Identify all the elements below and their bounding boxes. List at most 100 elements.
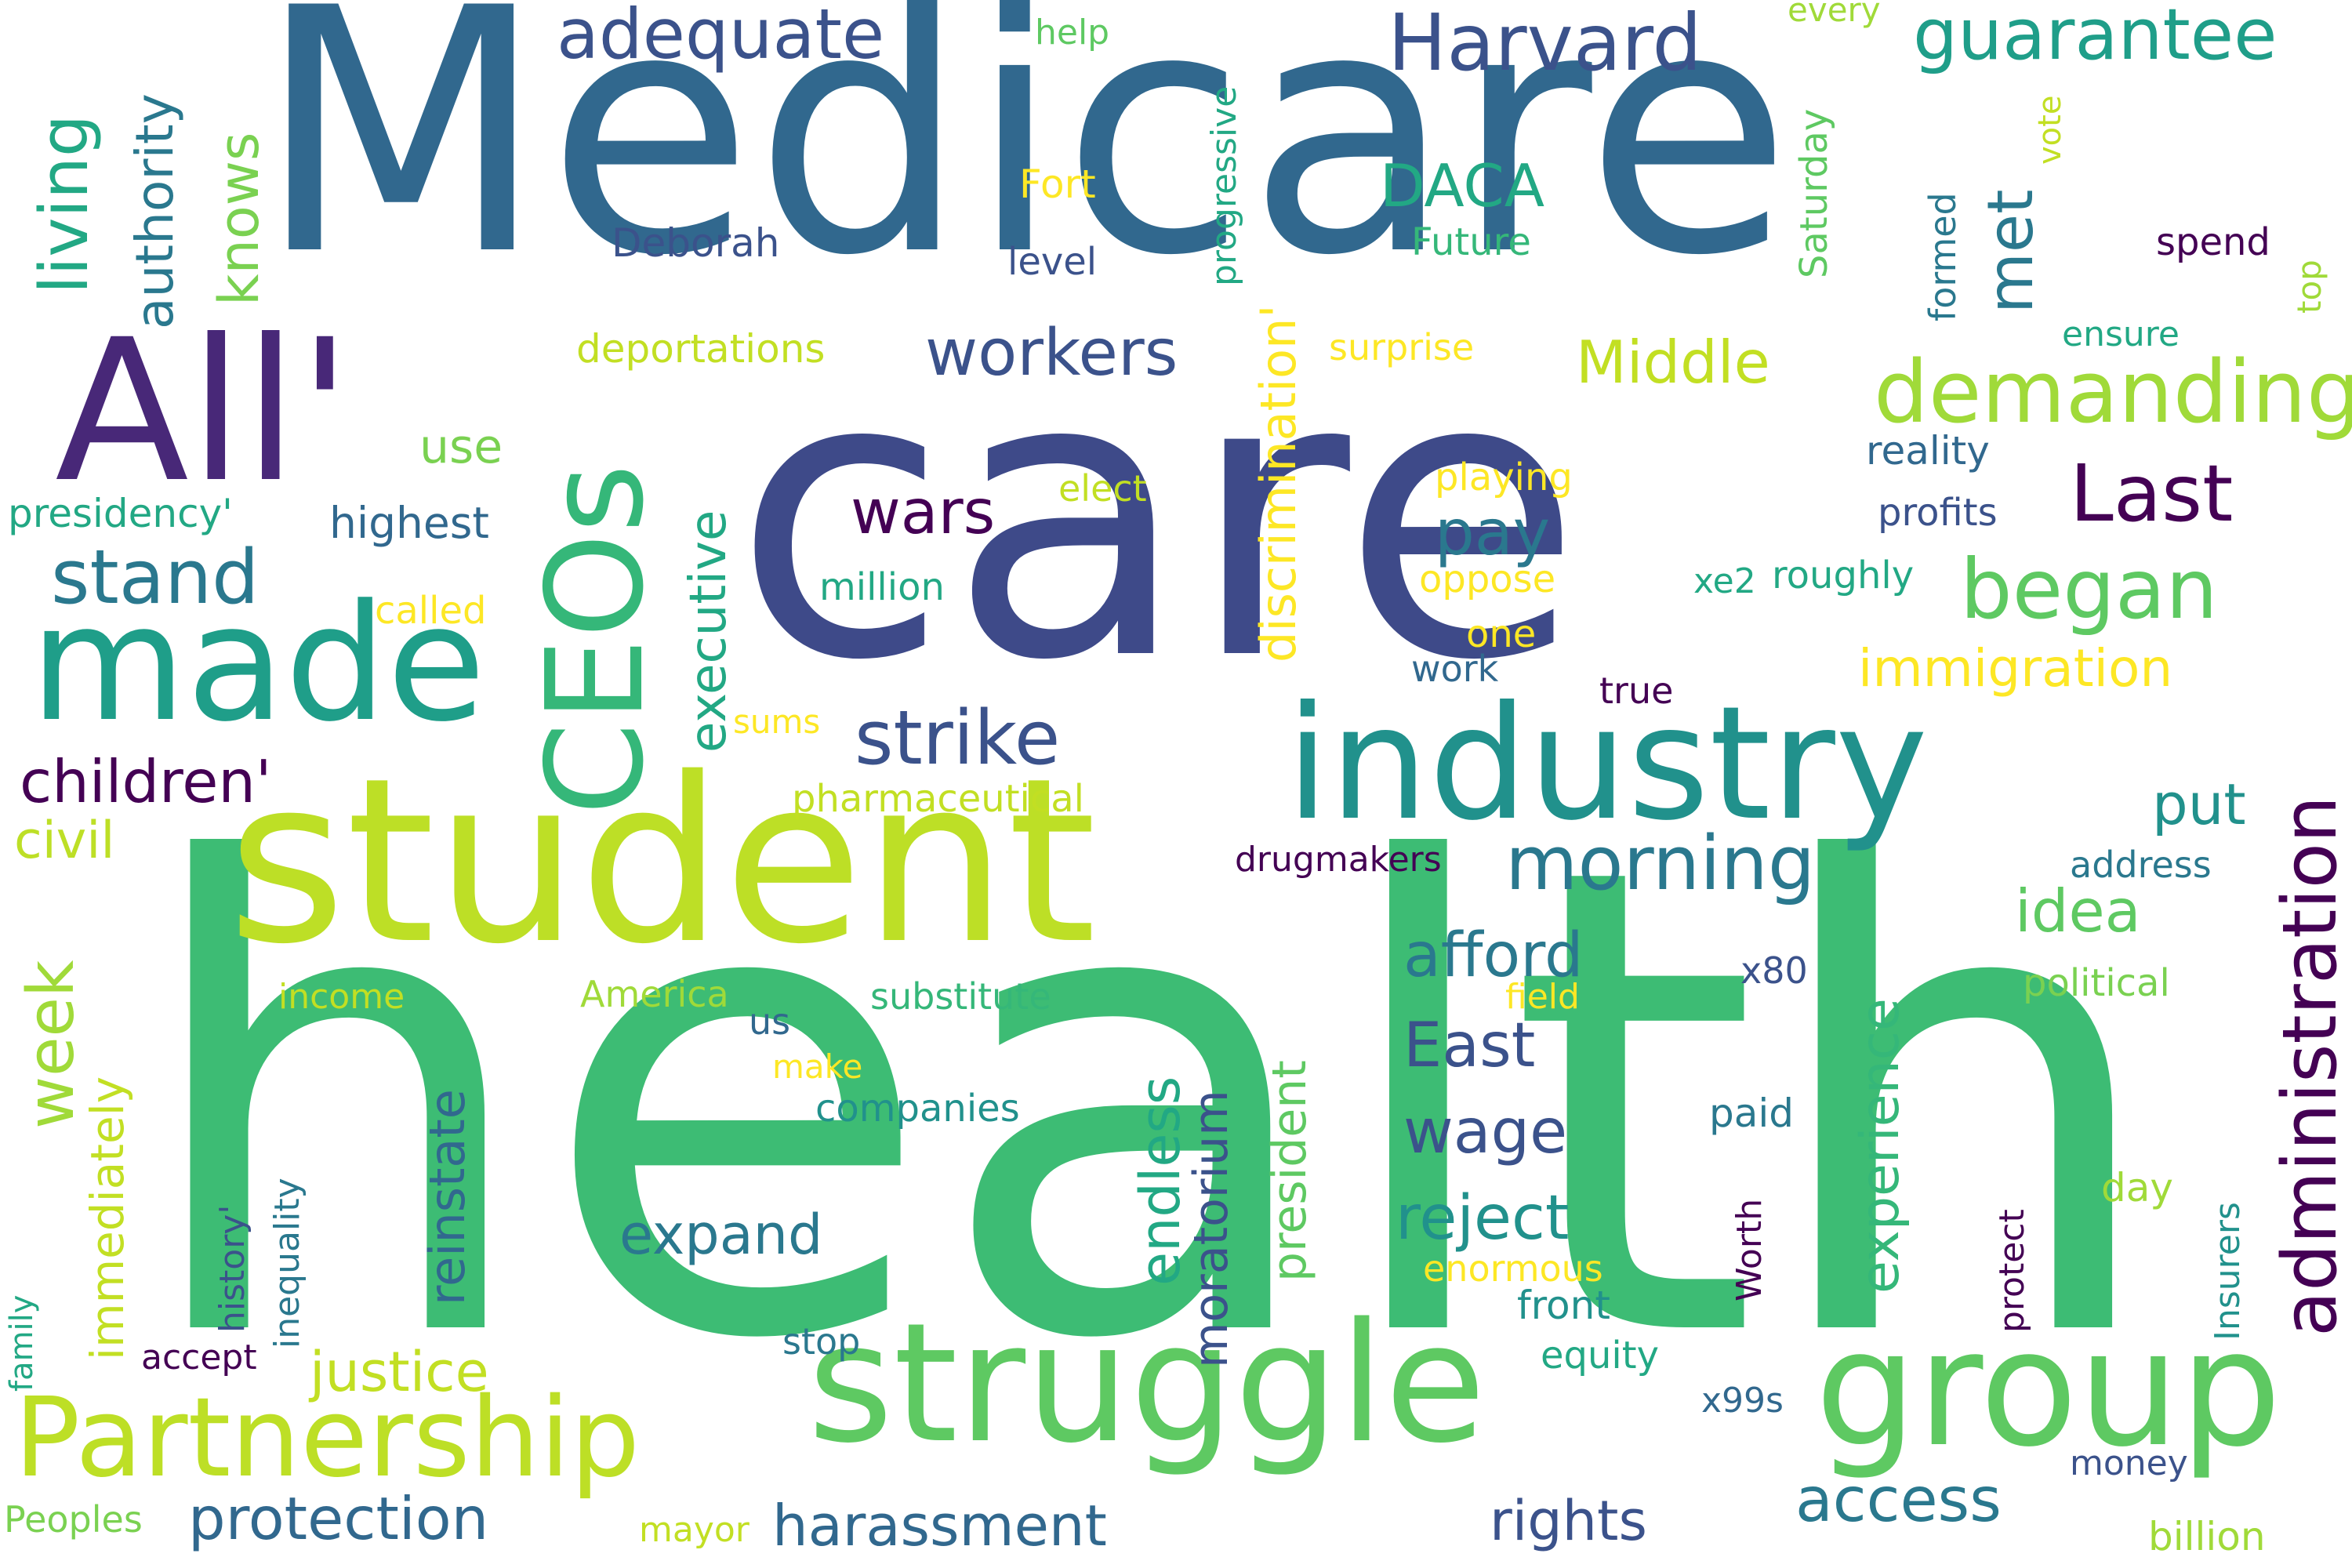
- word-reject: reject: [1396, 1183, 1570, 1254]
- word-true: true: [1599, 670, 1674, 712]
- word-reality: reality: [1866, 428, 1990, 474]
- word-profits: profits: [1878, 491, 1998, 535]
- word-began: began: [1960, 542, 2218, 637]
- word-ceos: CEOs: [518, 463, 673, 816]
- word-future: Future: [1411, 220, 1531, 264]
- word-roughly: roughly: [1772, 554, 1915, 597]
- word-saturday: Saturday: [1792, 108, 1836, 278]
- word-morning: morning: [1505, 821, 1816, 907]
- word-guarantee: guarantee: [1913, 0, 2278, 76]
- word-harassment: harassment: [772, 1493, 1107, 1559]
- word-oppose: oppose: [1419, 557, 1556, 601]
- word-president: president: [1262, 1060, 1317, 1282]
- word-million: million: [819, 565, 945, 609]
- word-immigration: immigration: [1858, 638, 2173, 699]
- word-week: week: [14, 960, 89, 1129]
- word-wars: wars: [851, 477, 996, 548]
- word-billion: billion: [2148, 1514, 2266, 1559]
- word-demanding: demanding: [1874, 342, 2352, 442]
- word-medicare: Medicare: [256, 0, 1792, 329]
- word-industry: industry: [1286, 673, 1929, 855]
- word-last: Last: [2070, 448, 2234, 539]
- word-student: student: [227, 730, 1097, 994]
- word-every: every: [1788, 0, 1881, 29]
- word-administration: administration: [2267, 795, 2352, 1337]
- word-pharmaceutical: pharmaceutical: [792, 777, 1085, 821]
- word-daca: DACA: [1380, 151, 1545, 220]
- word-immediately: immediately: [81, 1076, 134, 1360]
- word-partnership: Partnership: [14, 1374, 641, 1502]
- word-peoples: Peoples: [4, 1498, 143, 1541]
- word-all: All': [55, 297, 352, 525]
- word-stop: stop: [782, 1320, 861, 1363]
- word-group: group: [1815, 1296, 2282, 1483]
- word-family: family: [4, 1294, 40, 1392]
- word-expand: expand: [619, 1203, 823, 1267]
- word-address: address: [2070, 844, 2212, 886]
- word-discrimination: discrimination': [1250, 304, 1307, 662]
- word-reinstate: reinstate: [419, 1089, 476, 1305]
- word-made: made: [30, 571, 486, 757]
- word-justice: justice: [310, 1340, 489, 1404]
- word-afford: afford: [1403, 920, 1584, 991]
- word-moratorium: moratorium: [1184, 1090, 1239, 1368]
- word-vote: vote: [2032, 95, 2068, 165]
- word-wage: wage: [1403, 1097, 1568, 1167]
- word-deborah: Deborah: [612, 220, 780, 266]
- word-living: living: [26, 114, 103, 294]
- word-civil: civil: [14, 811, 115, 870]
- word-idea: idea: [2015, 877, 2141, 946]
- word-children: children': [20, 747, 272, 816]
- word-elect: elect: [1058, 467, 1147, 510]
- word-work: work: [1411, 648, 1499, 690]
- word-strike: strike: [855, 695, 1061, 782]
- word-companies: companies: [815, 1087, 1020, 1131]
- word-spend: spend: [2156, 220, 2270, 264]
- word-protect: protect: [1992, 1209, 2032, 1333]
- word-us: us: [749, 1000, 791, 1043]
- word-presidency: presidency': [8, 491, 233, 536]
- word-east: East: [1403, 1011, 1536, 1081]
- word-rights: rights: [1490, 1489, 1647, 1553]
- word-endless: endless: [1128, 1076, 1192, 1286]
- word-front: front: [1517, 1283, 1610, 1328]
- word-top: top: [2290, 260, 2328, 314]
- word-level: level: [1007, 240, 1098, 284]
- word-drugmakers: drugmakers: [1235, 840, 1442, 880]
- word-playing: playing: [1435, 456, 1573, 499]
- word-pay: pay: [1435, 496, 1551, 569]
- word-money: money: [2070, 1443, 2188, 1483]
- word-deportations: deportations: [576, 326, 826, 372]
- word-executive: executive: [680, 510, 738, 753]
- word-x80: x80: [1740, 949, 1808, 992]
- word-stand: stand: [51, 535, 260, 621]
- word-america: America: [580, 973, 729, 1015]
- word-paid: paid: [1709, 1091, 1795, 1136]
- word-highest: highest: [329, 498, 489, 548]
- word-equity: equity: [1541, 1334, 1659, 1377]
- word-called: called: [375, 589, 487, 633]
- word-accept: accept: [141, 1338, 257, 1377]
- word-struggle: struggle: [808, 1287, 1486, 1479]
- word-middle: Middle: [1576, 328, 1770, 397]
- word-adequate: adequate: [557, 0, 885, 74]
- word-met: met: [1974, 189, 2047, 314]
- word-put: put: [2152, 771, 2246, 837]
- word-protection: protection: [188, 1484, 489, 1553]
- word-experience: experience: [1849, 998, 1911, 1294]
- word-fort: Fort: [1019, 162, 1096, 207]
- word-day: day: [2101, 1165, 2173, 1210]
- word-income: income: [278, 977, 405, 1017]
- word-help: help: [1035, 13, 1110, 53]
- word-political: political: [2023, 961, 2170, 1005]
- word-sums: sums: [733, 702, 821, 741]
- word-mayor: mayor: [639, 1510, 750, 1550]
- word-inequality: inequality: [267, 1178, 307, 1348]
- word-field: field: [1505, 977, 1580, 1017]
- word-harvard: Harvard: [1388, 0, 1702, 89]
- word-authority: authority: [125, 93, 185, 329]
- word-ensure: ensure: [2062, 314, 2180, 354]
- word-one: one: [1466, 612, 1537, 656]
- word-progressive: progressive: [1204, 85, 1244, 286]
- word-surprise: surprise: [1329, 326, 1475, 368]
